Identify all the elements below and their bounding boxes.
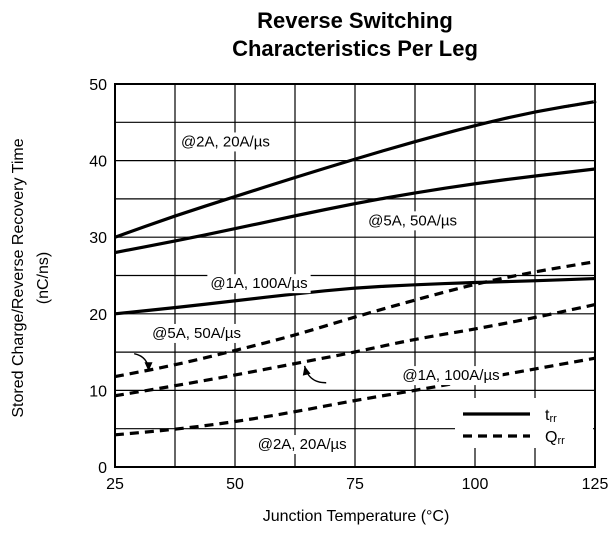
annotation-label: @2A, 20A/µs xyxy=(258,436,347,453)
annotation-label: @5A, 50A/µs xyxy=(368,212,457,229)
y-tick-label: 50 xyxy=(89,77,107,94)
x-tick-label: 75 xyxy=(346,476,364,493)
y-tick-label: 40 xyxy=(89,154,107,171)
y-axis-label-line-1: Stored Charge/Reverse Recovery Time xyxy=(10,138,27,417)
legend-background xyxy=(455,398,593,448)
annotation: @2A, 20A/µs xyxy=(255,435,350,454)
annotation-label: @2A, 20A/µs xyxy=(181,133,270,150)
annotation: @1A, 100A/µs xyxy=(399,366,502,385)
y-axis-label-line-2: (nC/ns) xyxy=(35,252,52,304)
annotation-arrowhead xyxy=(303,366,311,376)
y-tick-label: 30 xyxy=(89,230,107,247)
chart-title-line-1: Reverse Switching xyxy=(257,8,453,33)
x-tick-label: 50 xyxy=(226,476,244,493)
x-axis-label: Junction Temperature (°C) xyxy=(263,508,450,525)
x-tick-label: 125 xyxy=(582,476,609,493)
x-tick-label: 100 xyxy=(462,476,489,493)
x-tick-label: 25 xyxy=(106,476,124,493)
annotation: @2A, 20A/µs xyxy=(178,132,273,151)
y-tick-label: 20 xyxy=(89,307,107,324)
annotation-label: @1A, 100A/µs xyxy=(402,367,499,384)
annotations: @2A, 20A/µs @5A, 50A/µs @1A, 100A/µs @5A, 5… xyxy=(134,132,502,454)
annotation: @5A, 50A/µs xyxy=(365,211,460,230)
chart-title-line-2: Characteristics Per Leg xyxy=(232,36,478,61)
chart-title: Reverse Switching Characteristics Per Le… xyxy=(232,8,478,61)
y-tick-label: 10 xyxy=(89,383,107,400)
annotation: @1A, 100A/µs xyxy=(207,274,310,293)
annotation-label: @5A, 50A/µs xyxy=(152,325,241,342)
annotation: @5A, 50A/µs xyxy=(149,324,244,343)
y-axis-label: Stored Charge/Reverse Recovery Time (nC/… xyxy=(10,138,52,417)
y-tick-label: 0 xyxy=(98,460,107,477)
annotation-label: @1A, 100A/µs xyxy=(210,275,307,292)
